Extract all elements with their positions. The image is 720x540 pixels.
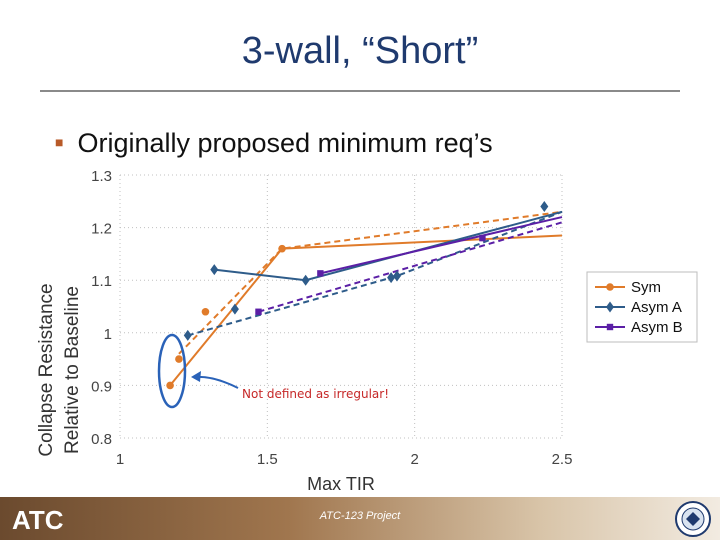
x-tick-labels: 1 1.5 2 2.5 xyxy=(116,451,573,468)
data-point xyxy=(255,308,262,315)
series-solid-fit-line xyxy=(169,234,563,387)
x-tick-label: 2 xyxy=(410,451,418,468)
chart: Collapse Resistance Relative to Baseline… xyxy=(36,168,698,494)
legend-label: Asym B xyxy=(631,319,683,336)
dhs-seal-icon xyxy=(675,501,711,537)
data-point xyxy=(278,244,286,253)
x-tick-label: 1.5 xyxy=(257,451,278,468)
legend-marker xyxy=(606,283,614,291)
series-solid-fit-line xyxy=(214,210,563,282)
data-point xyxy=(230,303,239,315)
legend-label: Asym A xyxy=(631,299,682,316)
y-axis-label-line1: Collapse Resistance xyxy=(36,283,57,456)
legend-label: Sym xyxy=(631,279,661,296)
x-tick-label: 1 xyxy=(116,451,124,468)
grid xyxy=(119,174,563,439)
annotation-arrow xyxy=(195,375,239,389)
data-point xyxy=(201,307,210,316)
y-tick-label: 1.3 xyxy=(91,168,112,185)
bullet-text: Originally proposed minimum req’s xyxy=(77,128,493,158)
y-axis-label-line2: Relative to Baseline xyxy=(62,286,83,454)
annotation: Not defined as irregular! xyxy=(157,333,389,409)
x-tick-label: 2.5 xyxy=(552,451,573,468)
series-dashed-fit-line xyxy=(258,221,563,313)
y-tick-label: 1.2 xyxy=(91,221,112,238)
legend: Sym Asym A Asym B xyxy=(586,271,698,343)
y-tick-label: 0.9 xyxy=(91,378,112,395)
data-point xyxy=(301,274,310,286)
data-point xyxy=(387,272,396,284)
bullet-square-icon: ■ xyxy=(55,133,64,150)
bullet-item: ■ Originally proposed minimum req’s xyxy=(55,128,493,159)
y-tick-label: 1 xyxy=(104,326,112,343)
annotation-text: Not defined as irregular! xyxy=(242,387,389,401)
data-point xyxy=(317,270,324,277)
data-point xyxy=(392,270,401,282)
data-point xyxy=(175,355,183,363)
series-dashed-fit-line xyxy=(178,210,563,355)
data-point xyxy=(183,329,192,341)
y-tick-labels: 0.8 0.9 1 1.1 1.2 1.3 xyxy=(91,168,112,448)
data-point xyxy=(479,234,486,242)
slide-title: 3-wall, “Short” xyxy=(241,30,479,72)
legend-marker xyxy=(606,301,614,313)
x-axis-label: Max TIR xyxy=(307,474,375,494)
y-tick-label: 0.8 xyxy=(91,431,112,448)
data-point xyxy=(210,264,219,276)
y-axis-label-2: Relative to Baseline xyxy=(62,286,83,454)
footer-bar: ATC ATC-123 Project xyxy=(0,497,720,540)
footer-text: ATC-123 Project xyxy=(319,510,401,522)
series-solid-fit-line xyxy=(320,216,563,275)
y-axis-label: Collapse Resistance xyxy=(36,283,57,456)
data-point xyxy=(540,201,549,213)
data-point xyxy=(166,381,174,390)
data-markers xyxy=(166,201,549,390)
annotation-ellipse xyxy=(157,333,187,409)
atc-logo-text: ATC xyxy=(12,505,64,534)
annotation-arrowhead xyxy=(191,371,201,382)
series-dashed-fit-line xyxy=(187,210,563,337)
legend-marker xyxy=(606,323,614,331)
title-divider xyxy=(40,90,680,92)
fit-lines xyxy=(169,210,563,387)
atc-logo: ATC xyxy=(12,505,64,534)
y-tick-label: 1.1 xyxy=(91,273,112,290)
